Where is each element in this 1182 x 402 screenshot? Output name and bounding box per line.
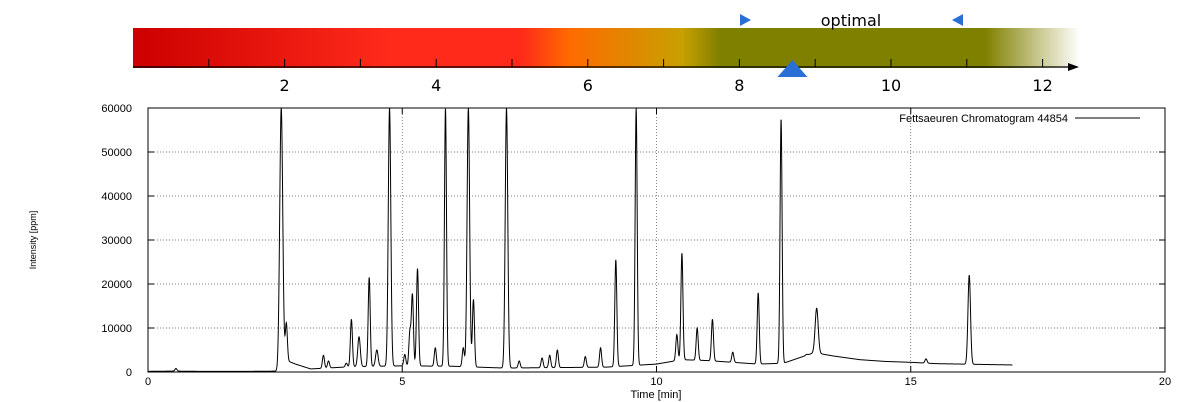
- y-tick-label: 50000: [101, 147, 132, 159]
- scale-tick-label: 10: [881, 76, 901, 95]
- x-tick-label: 0: [145, 376, 151, 388]
- y-tick-label: 40000: [101, 191, 132, 203]
- optimal-label: optimal: [821, 11, 882, 30]
- x-tick-label: 20: [1159, 376, 1171, 388]
- scale-tick-label: 8: [734, 76, 744, 95]
- chromatogram-series-line: [148, 107, 1013, 372]
- optimal-start-marker-icon: [740, 14, 751, 26]
- y-axis-title: Intensity [ppm]: [28, 211, 38, 270]
- scale-axis-arrow-icon: [1068, 63, 1079, 71]
- plot-frame: [147, 107, 1166, 373]
- x-tick-label: 5: [399, 376, 405, 388]
- scale-tick-label: 6: [583, 76, 593, 95]
- scale-gradient-bar: [133, 28, 1080, 68]
- x-tick-label: 10: [650, 376, 662, 388]
- optimal-end-marker-icon: [952, 14, 963, 26]
- scale-tick-label: 4: [431, 76, 441, 95]
- legend-label: Fettsaeuren Chromatogram 44854: [899, 113, 1068, 125]
- scale-tick-label: 2: [280, 76, 290, 95]
- y-tick-label: 60000: [101, 103, 132, 115]
- x-axis-title: Time [min]: [631, 389, 682, 401]
- y-tick-label: 0: [126, 367, 132, 379]
- y-tick-label: 10000: [101, 323, 132, 335]
- quality-scale: 2 4 6 8 10 12 optimal: [133, 11, 1080, 95]
- scale-tick-label: 12: [1032, 76, 1052, 95]
- y-tick-label: 30000: [101, 235, 132, 247]
- current-value-marker-icon: [777, 60, 808, 77]
- y-tick-label: 20000: [101, 279, 132, 291]
- x-tick-label: 15: [905, 376, 917, 388]
